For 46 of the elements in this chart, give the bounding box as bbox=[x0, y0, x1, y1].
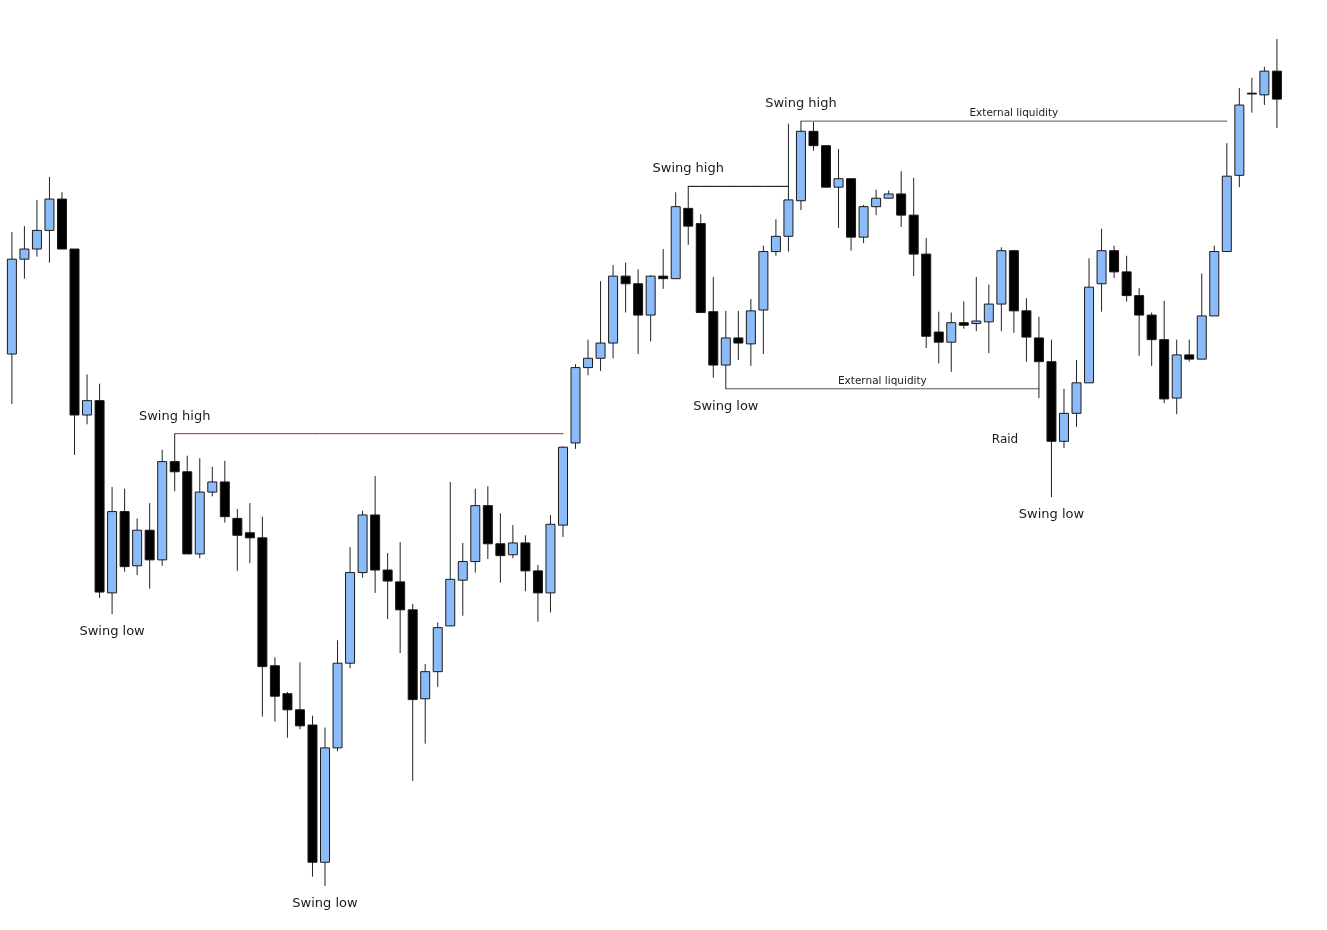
candlestick bbox=[770, 218, 781, 257]
candlestick bbox=[169, 433, 180, 492]
candlestick bbox=[282, 691, 293, 739]
candlestick bbox=[1259, 66, 1270, 106]
candlestick bbox=[495, 512, 506, 584]
candlestick bbox=[871, 189, 882, 216]
candlestick bbox=[833, 148, 844, 229]
series-label: External liquidity bbox=[969, 106, 1059, 119]
candlestick bbox=[958, 301, 969, 330]
candlestick bbox=[232, 508, 243, 572]
series-label: External liquidity bbox=[837, 373, 927, 386]
candlestick bbox=[808, 121, 819, 152]
candlestick bbox=[31, 199, 42, 258]
candlestick bbox=[1121, 255, 1132, 303]
annotation: Swing low bbox=[292, 894, 359, 910]
candlestick bbox=[82, 373, 93, 425]
candlestick bbox=[19, 225, 30, 280]
candlestick bbox=[896, 170, 907, 228]
candlestick bbox=[983, 284, 994, 354]
candlestick bbox=[382, 552, 393, 620]
candlestick bbox=[207, 466, 218, 497]
candlestick bbox=[971, 276, 982, 332]
candlestick bbox=[583, 339, 594, 376]
candlestick bbox=[457, 542, 468, 617]
candlestick bbox=[933, 311, 944, 364]
annotation: Swing low bbox=[693, 397, 759, 413]
candlestick bbox=[658, 248, 669, 290]
annotation: Swing high bbox=[652, 160, 724, 176]
candlestick bbox=[507, 524, 518, 559]
annotation: Swing high bbox=[138, 407, 211, 423]
candlestick bbox=[1184, 339, 1195, 363]
candlestick bbox=[946, 312, 957, 373]
candlestick bbox=[1134, 287, 1145, 357]
candlestick bbox=[1033, 316, 1044, 399]
candlestick bbox=[595, 280, 606, 372]
annotation: Swing low bbox=[79, 623, 146, 639]
candlestick bbox=[733, 310, 744, 361]
candlestick bbox=[1109, 245, 1120, 279]
candlestick bbox=[532, 564, 543, 623]
annotation: Swing high bbox=[765, 95, 837, 111]
annotation: Raid bbox=[991, 432, 1019, 446]
candlestick bbox=[244, 502, 255, 564]
candlestick bbox=[1246, 77, 1257, 114]
annotation: Swing low bbox=[1018, 506, 1085, 522]
candlestick bbox=[294, 661, 305, 730]
candlestick bbox=[620, 262, 631, 314]
